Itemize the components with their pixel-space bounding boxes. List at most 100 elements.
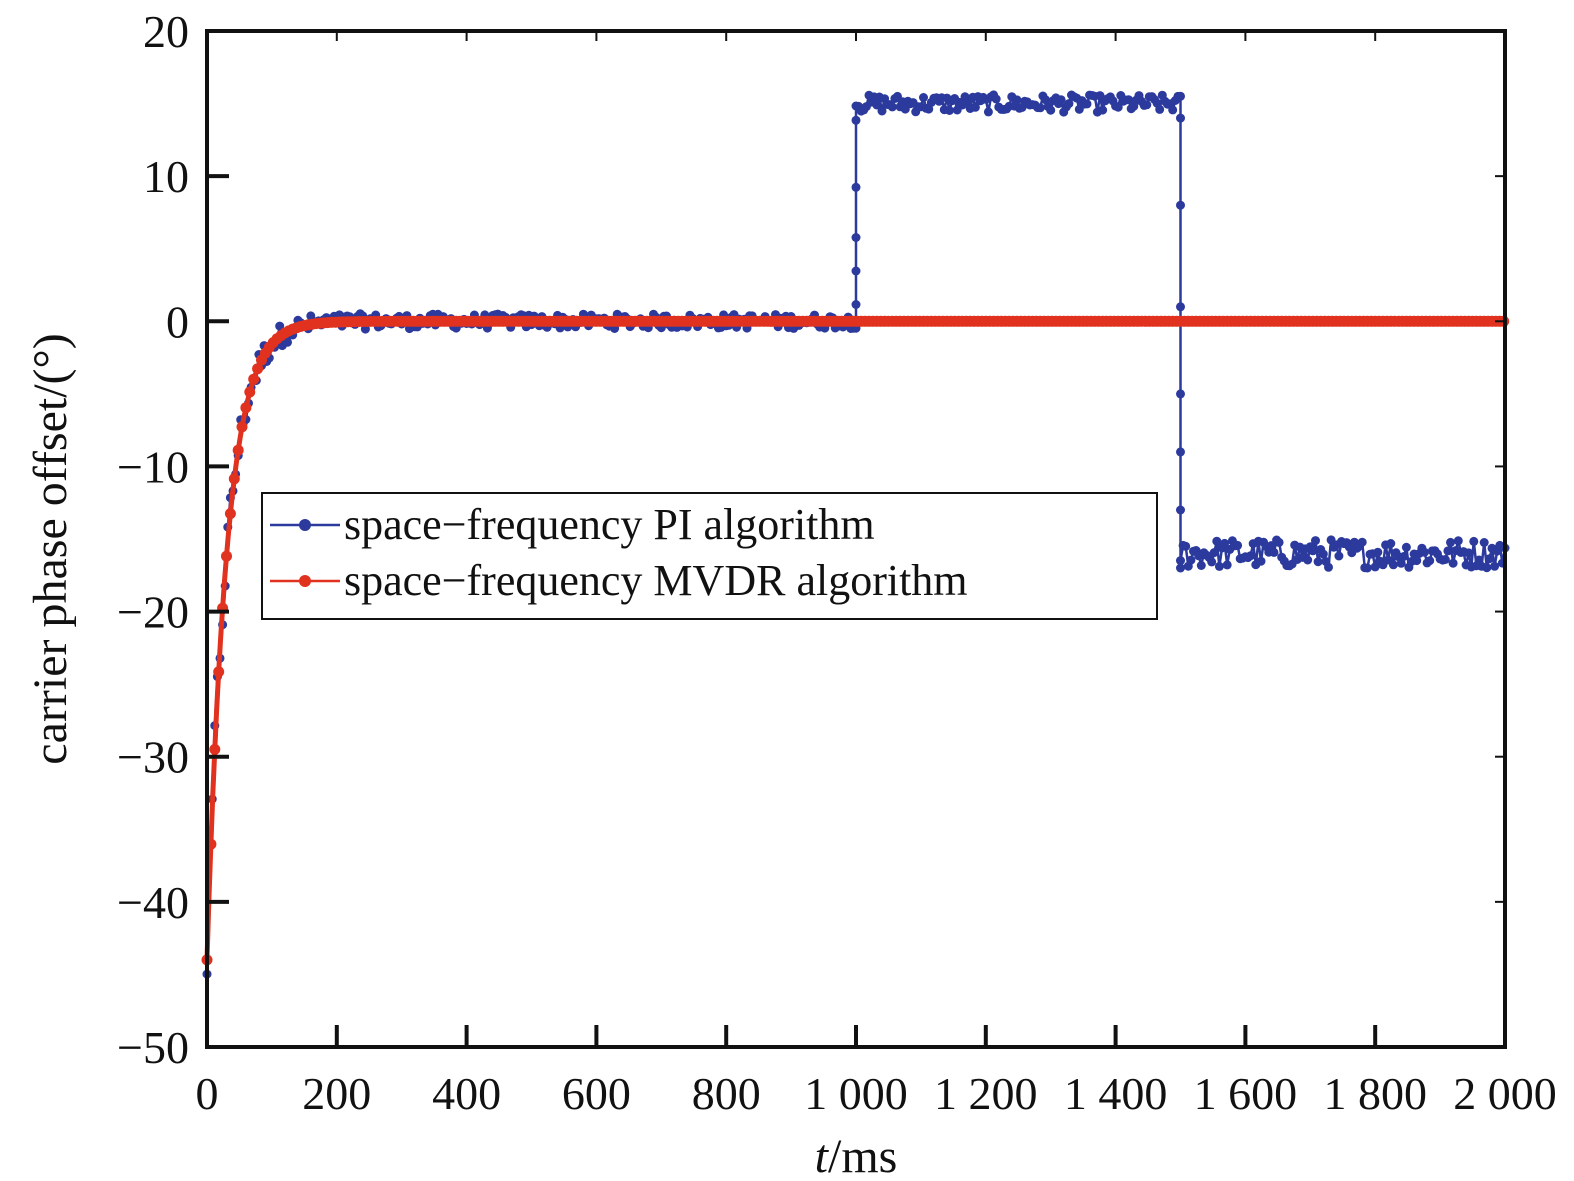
series-point-0 — [1311, 536, 1320, 546]
y-tick-label-0: 20 — [143, 6, 189, 57]
y-tick-label-2: 0 — [166, 296, 189, 347]
series-point-0 — [1388, 560, 1398, 570]
series-point-1 — [244, 386, 256, 398]
legend-marker-pi — [299, 519, 311, 531]
series-point-0 — [275, 321, 285, 331]
series-point-1 — [209, 743, 221, 755]
series-point-0 — [1373, 547, 1383, 557]
x-tick-label-3: 600 — [562, 1068, 631, 1119]
series-markers-1 — [201, 315, 1510, 966]
series-point-0 — [1482, 563, 1492, 573]
y-tick-label-7: −50 — [117, 1022, 189, 1073]
series-point-0 — [1214, 561, 1224, 571]
series-point-1 — [240, 402, 252, 414]
series-point-0 — [1399, 552, 1409, 561]
series-point-0 — [1181, 541, 1191, 551]
series-point-1 — [236, 421, 248, 433]
series-point-0 — [851, 115, 861, 125]
series-point-0 — [1308, 546, 1318, 556]
series-point-0 — [1401, 542, 1411, 552]
series-point-0 — [1176, 200, 1185, 210]
series-point-0 — [1212, 536, 1222, 546]
series-point-0 — [1222, 560, 1232, 570]
series-point-0 — [1443, 546, 1453, 556]
series-point-0 — [877, 106, 887, 116]
series-point-0 — [1469, 536, 1479, 546]
series-point-0 — [1176, 91, 1185, 101]
series-point-0 — [1334, 551, 1344, 561]
legend-label-pi: space−frequency PI algorithm — [344, 500, 875, 549]
series-line-1 — [204, 318, 1504, 960]
x-tick-label-9: 1 800 — [1323, 1068, 1427, 1119]
legend-label-mvdr: space−frequency MVDR algorithm — [344, 556, 968, 605]
series-point-0 — [945, 106, 954, 115]
series-point-0 — [1484, 554, 1494, 564]
series-point-0 — [1124, 95, 1134, 105]
series-point-0 — [1176, 563, 1185, 573]
x-axis-label: t/ms — [815, 1130, 898, 1181]
x-tick-label-7: 1 400 — [1064, 1068, 1168, 1119]
series-point-0 — [1012, 95, 1022, 105]
ticks-layer: 0 200 400 600 800 1 000 1 200 1 400 1 600 1 800 2 … — [117, 6, 1557, 1119]
series-point-0 — [1412, 556, 1422, 566]
series-point-0 — [1420, 547, 1429, 557]
series-point-0 — [919, 93, 928, 102]
series-point-0 — [1362, 563, 1372, 573]
series-point-0 — [1046, 105, 1056, 115]
series-point-0 — [1274, 537, 1284, 547]
series-point-0 — [1318, 549, 1328, 559]
series-point-0 — [283, 337, 292, 347]
x-axis-label-italic: t — [815, 1130, 830, 1181]
series-point-0 — [851, 300, 861, 309]
y-tick-label-1: 10 — [143, 151, 189, 202]
series-layer — [201, 90, 1510, 979]
series-point-0 — [1386, 539, 1396, 548]
series-point-0 — [1246, 551, 1256, 561]
x-axis-label-unit: /ms — [828, 1130, 897, 1181]
series-point-0 — [1448, 558, 1458, 568]
series-point-0 — [1035, 103, 1045, 113]
series-point-0 — [1233, 540, 1243, 550]
series-point-0 — [1220, 538, 1230, 548]
series-point-0 — [1303, 555, 1313, 565]
series-point-0 — [1176, 113, 1185, 123]
series-point-0 — [851, 182, 861, 192]
series-point-0 — [1440, 555, 1450, 564]
series-point-0 — [1464, 548, 1474, 558]
series-point-1 — [248, 373, 260, 385]
y-tick-label-5: −30 — [117, 732, 189, 783]
series-point-0 — [851, 266, 861, 276]
legend: space−frequency PI algorithm space−frequ… — [261, 492, 1158, 620]
x-tick-label-6: 1 200 — [934, 1068, 1038, 1119]
series-point-0 — [1425, 556, 1435, 566]
series-point-0 — [1479, 538, 1489, 547]
series-point-0 — [1176, 505, 1185, 515]
series-point-0 — [1082, 99, 1092, 109]
series-point-0 — [1064, 99, 1074, 109]
series-point-0 — [1209, 548, 1219, 558]
x-tick-label-1: 200 — [302, 1068, 371, 1119]
series-point-0 — [1196, 561, 1206, 570]
x-tick-label-4: 800 — [692, 1068, 761, 1119]
series-point-1 — [252, 363, 264, 375]
y-tick-label-6: −40 — [117, 877, 189, 928]
series-point-0 — [1313, 557, 1323, 567]
series-point-1 — [221, 550, 232, 562]
y-tick-label-3: −10 — [117, 441, 189, 492]
series-point-0 — [1446, 537, 1455, 547]
series-point-0 — [1142, 100, 1152, 110]
series-point-0 — [1176, 447, 1185, 457]
series-point-0 — [970, 102, 980, 112]
series-point-0 — [1041, 95, 1050, 105]
x-tick-label-5: 1 000 — [804, 1068, 908, 1119]
x-tick-label-8: 1 600 — [1194, 1068, 1298, 1119]
series-point-0 — [1098, 105, 1108, 115]
series-point-1 — [213, 666, 225, 678]
y-axis-label: carrier phase offset/(°) — [24, 333, 77, 764]
series-point-0 — [1176, 389, 1185, 399]
series-point-0 — [1490, 561, 1500, 571]
series-point-0 — [1155, 104, 1165, 114]
series-point-0 — [1357, 537, 1367, 547]
legend-box — [261, 492, 1158, 620]
series-point-0 — [872, 100, 882, 110]
